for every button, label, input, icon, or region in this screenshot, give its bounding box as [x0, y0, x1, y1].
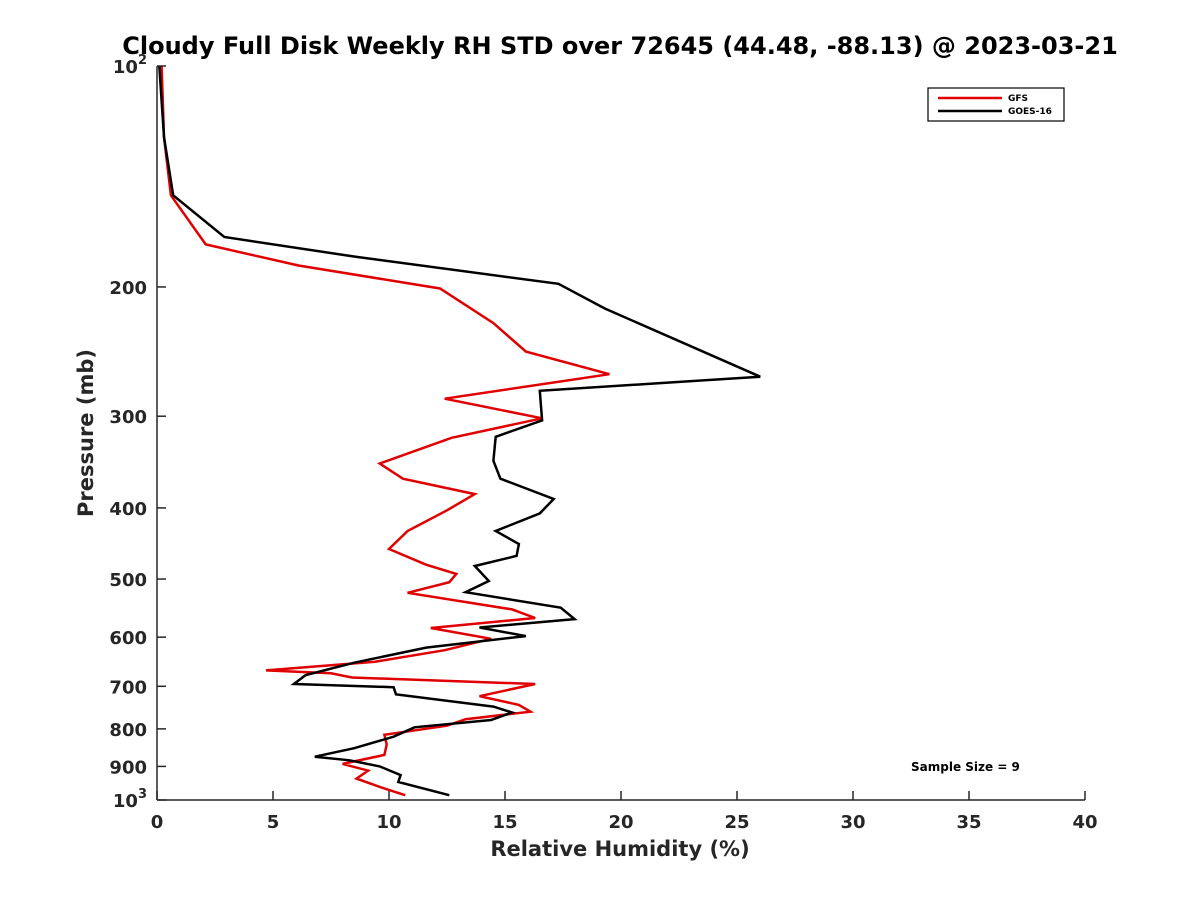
x-tick-label-15: 15	[492, 812, 517, 833]
legend-box	[927, 87, 1065, 122]
chart-title: Cloudy Full Disk Weekly RH STD over 7264…	[122, 32, 1118, 60]
y-tick-exponent-100: 2	[138, 53, 147, 68]
y-axis-label: Pressure (mb)	[74, 349, 98, 517]
y-tick-label-200: 200	[109, 278, 147, 299]
series-line-goes-16	[158, 65, 761, 797]
x-tick-label-35: 35	[956, 812, 981, 833]
y-tick-label-800: 800	[109, 720, 147, 741]
legend-label-gfs: GFS	[1008, 94, 1028, 104]
sample-size-annotation: Sample Size = 9	[911, 760, 1020, 774]
x-tick-label-20: 20	[608, 812, 633, 833]
y-tick-label-900: 900	[109, 757, 147, 778]
x-tick-label-40: 40	[1072, 812, 1097, 833]
y-tick-label-100: 102	[113, 53, 147, 78]
y-tick-label-700: 700	[109, 677, 147, 698]
legend-label-goes16: GOES-16	[1008, 107, 1052, 117]
x-tick-label-5: 5	[267, 812, 280, 833]
plot-area: 0 5 10 15 20 25 30 35 40 102 200 300 400 500 600 700 800…	[109, 53, 1097, 833]
x-tick-label-10: 10	[376, 812, 401, 833]
legend: GFS GOES-16	[927, 87, 1065, 122]
x-tick-label-0: 0	[151, 812, 164, 833]
y-tick-label-600: 600	[109, 628, 147, 649]
x-tick-label-25: 25	[724, 812, 749, 833]
y-tick-label-500: 500	[109, 570, 147, 591]
y-tick-label-300: 300	[109, 407, 147, 428]
x-axis-label: Relative Humidity (%)	[490, 837, 749, 861]
x-tick-label-30: 30	[840, 812, 865, 833]
y-tick-label-400: 400	[109, 499, 147, 520]
y-tick-exponent-1000: 3	[138, 787, 147, 802]
